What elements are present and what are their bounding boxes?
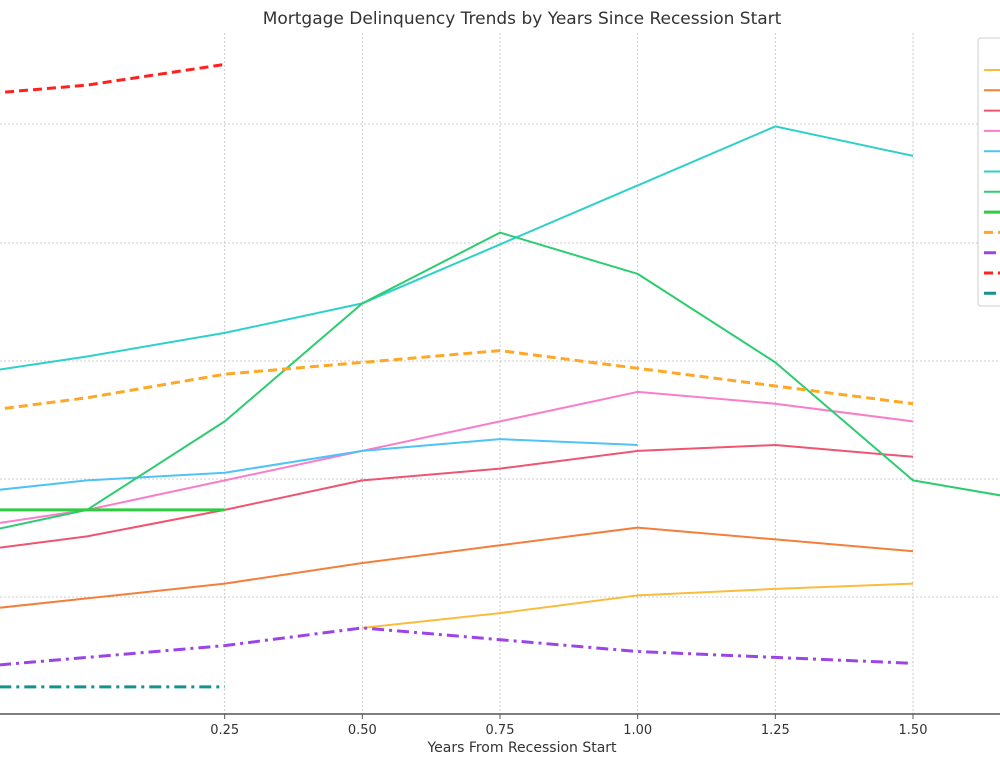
series-line-1 <box>362 582 914 629</box>
series-line-5 <box>0 438 638 491</box>
x-axis-label: Years From Recession Start <box>426 740 617 756</box>
series-line-9 <box>0 349 914 411</box>
series-line-10 <box>0 626 914 667</box>
series-line-7 <box>0 231 1000 530</box>
x-tick-label: 0.25 <box>210 723 239 738</box>
x-axis-ticks: 0.25 0.50 0.75 1.00 1.25 1.50 <box>210 714 927 738</box>
x-tick-label: 0.75 <box>486 723 515 738</box>
grid <box>0 33 1000 714</box>
legend <box>977 37 1000 307</box>
chart-title: Mortgage Delinquency Trends by Years Sin… <box>263 9 782 29</box>
series-line-11 <box>0 62 225 95</box>
x-tick-label: 0.50 <box>348 723 377 738</box>
series-lines <box>0 62 1000 689</box>
x-tick-label: 1.50 <box>899 723 928 738</box>
x-tick-label: 1.25 <box>761 723 790 738</box>
series-line-4 <box>0 390 914 524</box>
series-line-3 <box>0 444 914 549</box>
series-line-2 <box>0 526 914 609</box>
x-tick-label: 1.00 <box>623 723 652 738</box>
series-line-6 <box>0 125 914 371</box>
